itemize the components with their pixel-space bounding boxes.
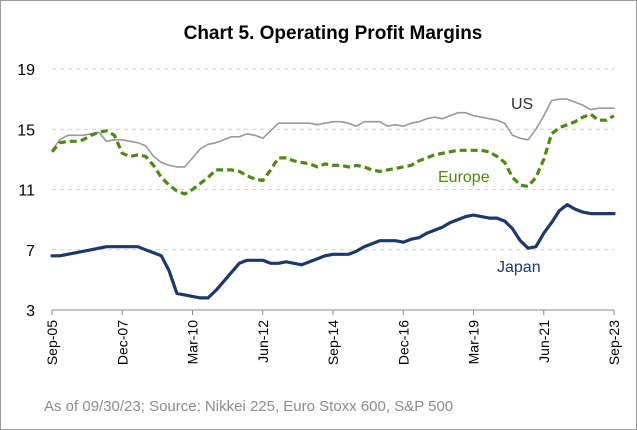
x-tick-label-Mar-19: Mar-19 — [466, 320, 482, 365]
chart-title: Chart 5. Operating Profit Margins — [184, 23, 483, 44]
x-tick-label-Dec-16: Dec-16 — [395, 320, 411, 365]
x-tick-label-Dec-07: Dec-07 — [114, 320, 130, 365]
y-tick-label-3: 3 — [26, 303, 35, 320]
series-label-japan: Japan — [497, 259, 541, 276]
series-line-europe — [50, 112, 615, 196]
x-tick-label-Sep-05: Sep-05 — [44, 320, 60, 365]
y-tick-label-11: 11 — [18, 183, 35, 200]
grid-lines — [52, 68, 614, 251]
x-tick-label-Sep-23: Sep-23 — [606, 320, 622, 365]
x-axis: Sep-05 Dec-07 Mar-10 Jun-12 Sep-14 Dec-16 Mar-… — [44, 309, 622, 365]
y-tick-label-15: 15 — [17, 122, 35, 139]
y-tick-label-7: 7 — [26, 243, 35, 260]
series-lines — [50, 98, 616, 300]
series-line-japan — [50, 203, 616, 300]
source-note: As of 09/30/23; Source: Nikkei 225, Euro… — [44, 398, 453, 415]
x-tick-label-Sep-14: Sep-14 — [325, 320, 341, 365]
y-axis: 3 7 11 15 19 — [17, 62, 35, 320]
series-label-us: US — [511, 96, 533, 113]
series-label-europe: Europe — [438, 169, 490, 186]
x-tick-label-Jun-21: Jun-21 — [536, 320, 552, 363]
y-tick-label-19: 19 — [17, 62, 35, 79]
series-line-us — [51, 98, 615, 168]
x-tick-label-Jun-12: Jun-12 — [255, 320, 271, 363]
x-tick-label-Mar-10: Mar-10 — [185, 320, 201, 365]
